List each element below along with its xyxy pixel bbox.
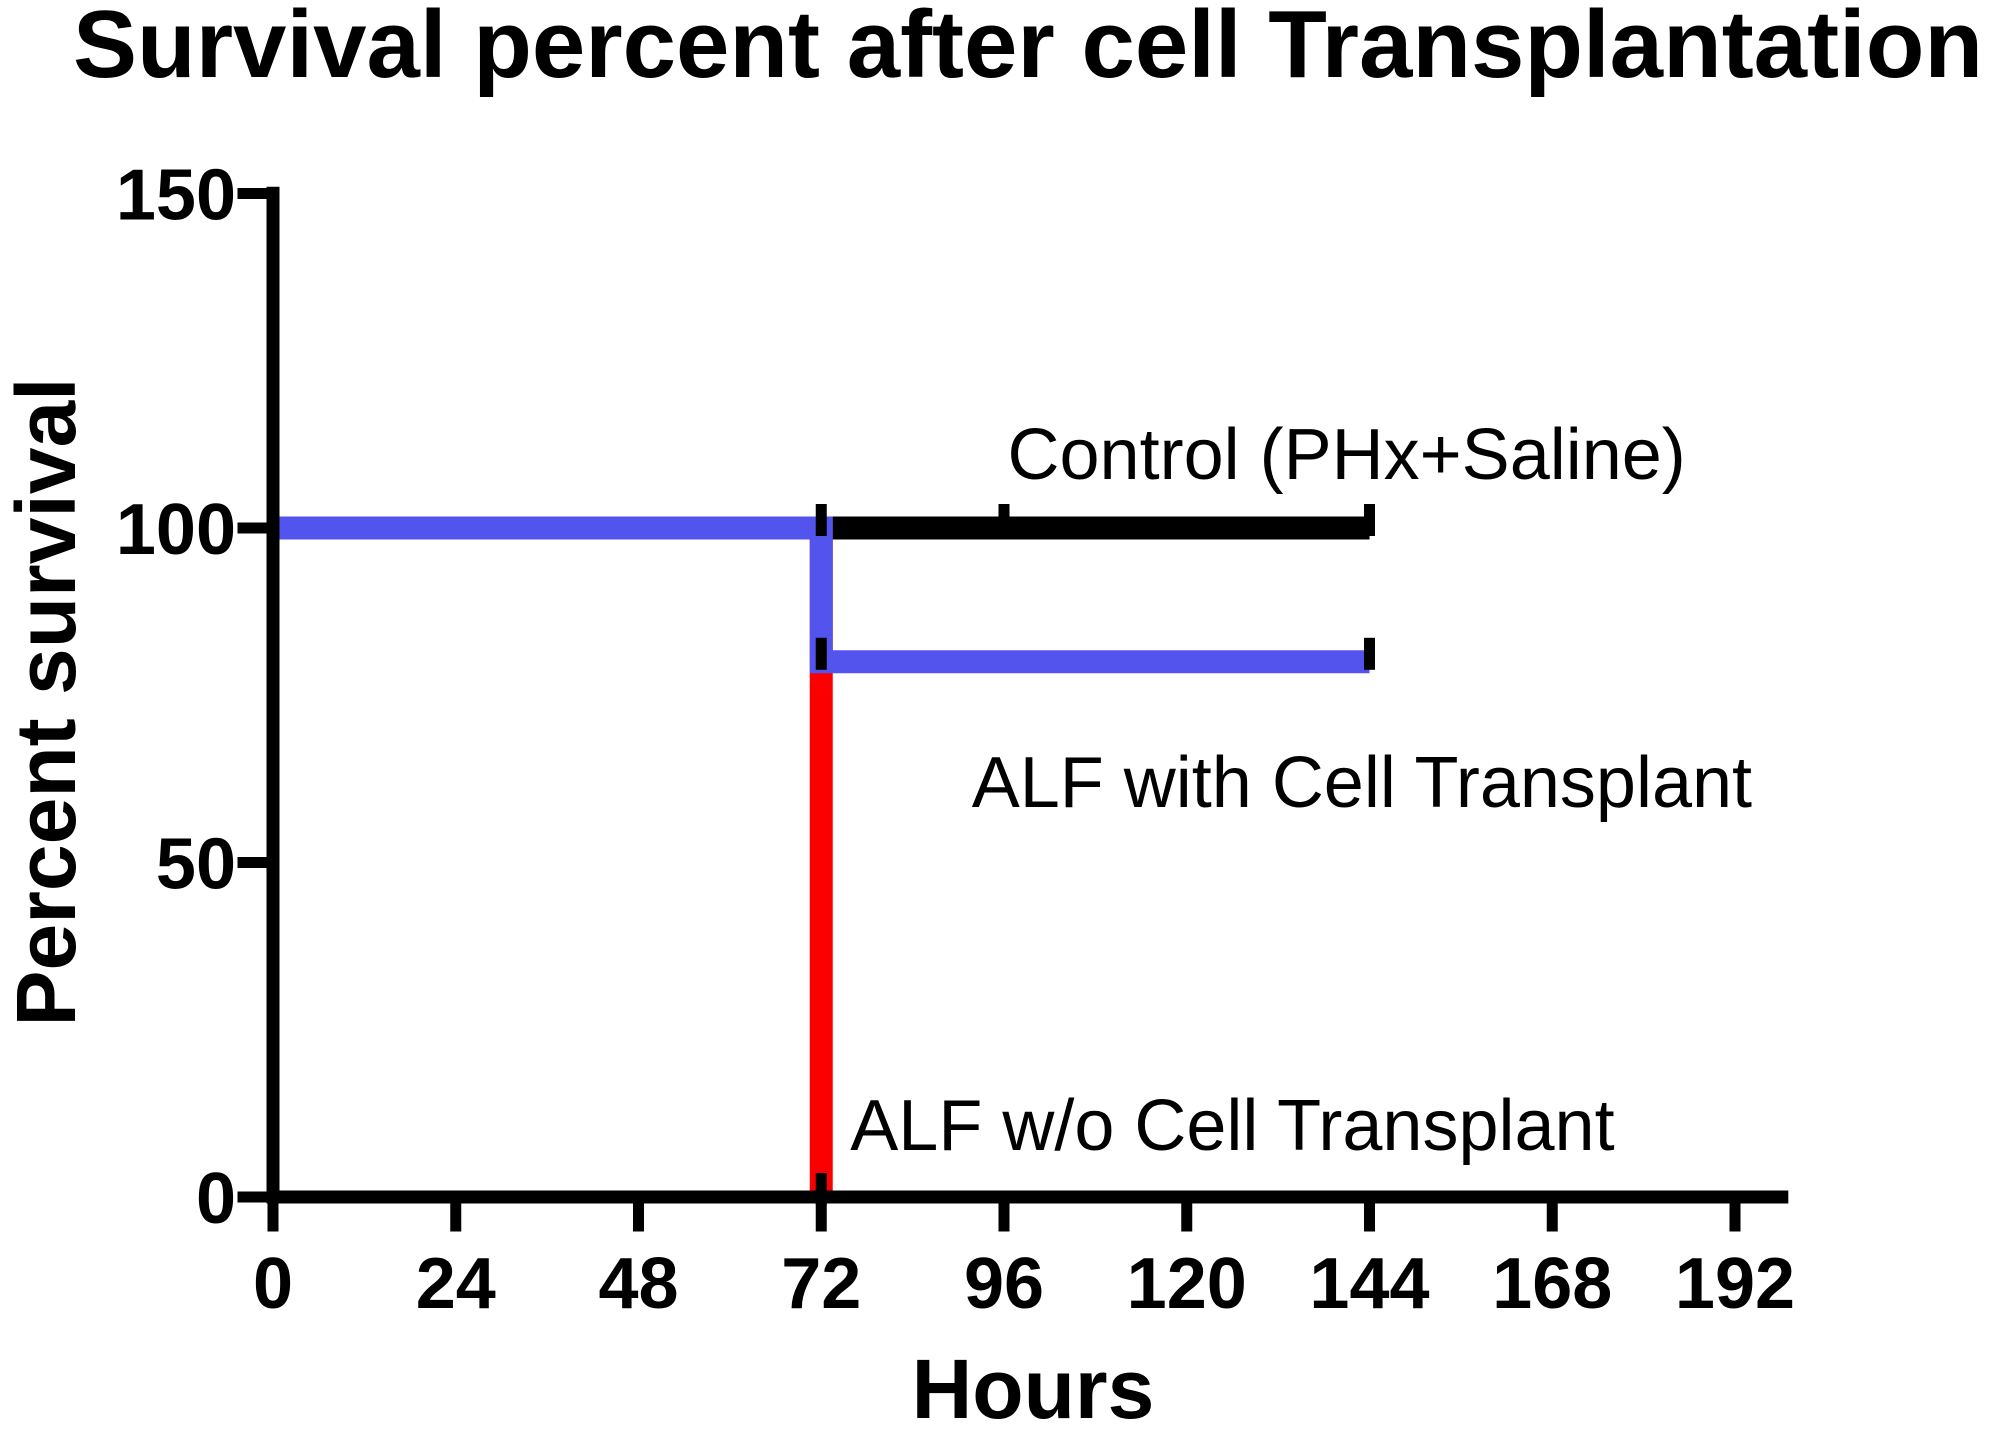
event-tick-mark [1364,504,1376,536]
curve-label-alf-w-o-cell-transplant: ALF w/o Cell Transplant [850,1086,1614,1166]
event-marks-layer [815,504,1376,1205]
y-tick-label: 150 [116,156,236,236]
x-tick-label: 0 [253,1244,293,1324]
x-axis-title: Hours [912,1342,1155,1427]
curve-alf-with-cell-transplant [273,516,1370,674]
event-tick-mark [998,504,1010,536]
event-tick-mark [815,1173,827,1205]
event-tick-mark [815,504,827,536]
event-tick-mark [1364,637,1376,670]
x-tick-label: 144 [1309,1244,1429,1324]
x-tick-label: 24 [416,1244,496,1324]
x-tick-label: 192 [1675,1244,1795,1324]
y-tick-label: 50 [156,825,236,905]
x-tick-label: 96 [964,1244,1044,1324]
curve-labels-layer: Control (PHx+Saline) ALF with Cell Transp… [850,415,1752,1166]
x-tick-label: 48 [598,1244,678,1324]
axes-layer: 0 50 100 150 0 24 48 72 96 120 144 168 192 [116,156,1795,1325]
curve-alf-w-o-cell-transplant [273,516,833,1197]
curve-label-alf-with-cell-transplant: ALF with Cell Transplant [972,743,1752,823]
event-tick-mark [815,637,827,670]
y-tick-label: 0 [196,1159,236,1239]
x-tick-label: 120 [1127,1244,1247,1324]
y-axis-title: Percent survival [0,377,93,1026]
x-tick-label: 72 [781,1244,861,1324]
curve-label-control-phx-saline: Control (PHx+Saline) [1008,415,1686,495]
y-tick-label: 100 [116,490,236,570]
chart-title: Survival percent after cell Transplantat… [73,0,1983,98]
x-tick-label: 168 [1492,1244,1612,1324]
